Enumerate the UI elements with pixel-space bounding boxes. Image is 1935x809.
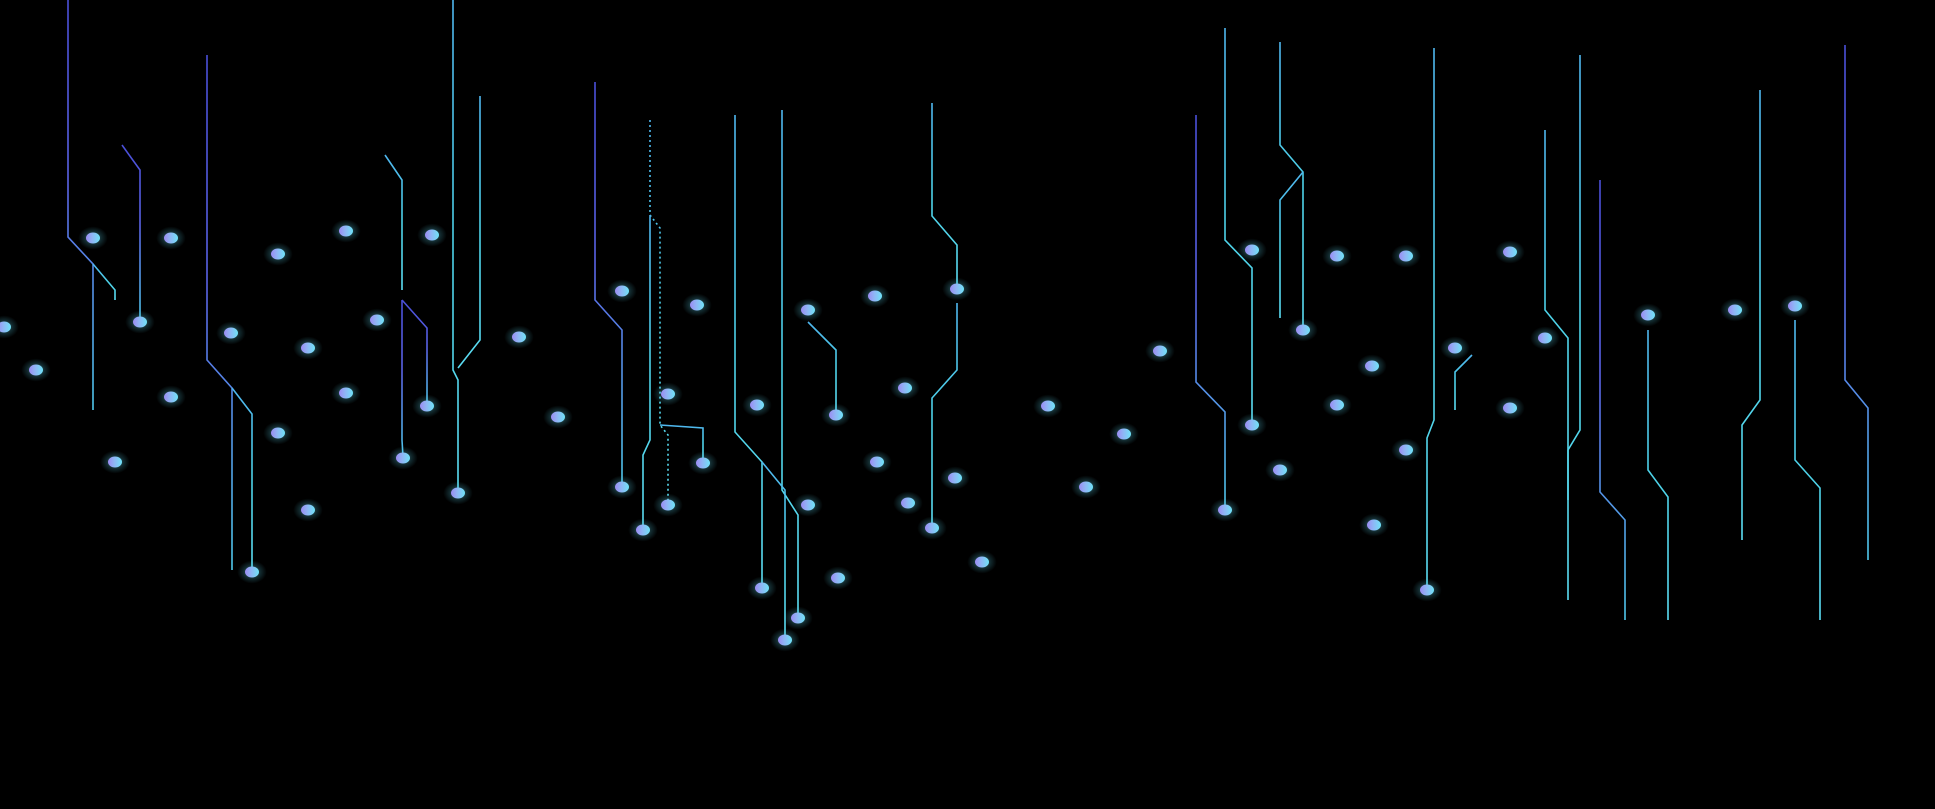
circuit-node-dot xyxy=(164,391,178,403)
circuit-trace xyxy=(206,55,233,570)
circuit-node-dot xyxy=(829,409,843,421)
circuit-node-dot xyxy=(696,457,710,469)
circuit-node-dot xyxy=(791,612,805,624)
circuit-node-dot xyxy=(1041,400,1055,412)
circuit-trace xyxy=(781,110,799,618)
circuit-node-dot xyxy=(901,497,915,509)
circuit-node-dot xyxy=(1503,402,1517,414)
circuit-node-dot xyxy=(451,487,465,499)
circuit-node-dot xyxy=(690,299,704,311)
circuit-node-dot xyxy=(301,342,315,354)
circuit-trace xyxy=(1454,354,1473,410)
circuit-node-dot xyxy=(245,566,259,578)
circuit-trace xyxy=(761,461,786,640)
circuit-trace xyxy=(1279,42,1304,330)
circuit-node-dot xyxy=(271,248,285,260)
circuit-node-dot xyxy=(224,327,238,339)
circuit-trace xyxy=(1794,320,1821,620)
circuit-trace xyxy=(1426,48,1435,590)
circuit-node-dot xyxy=(801,304,815,316)
circuit-node-dot xyxy=(1245,244,1259,256)
circuit-trace xyxy=(1599,180,1626,620)
circuit-node-dot xyxy=(1538,332,1552,344)
circuit-node-dot xyxy=(1503,246,1517,258)
circuit-node-dot xyxy=(755,582,769,594)
circuit-trace xyxy=(92,263,116,300)
circuit-node-dot xyxy=(425,229,439,241)
circuit-node-dot xyxy=(1399,250,1413,262)
circuit-node-dot xyxy=(86,232,100,244)
circuit-trace xyxy=(1741,90,1761,540)
circuit-node-dot xyxy=(0,321,11,333)
circuit-trace xyxy=(1844,45,1869,560)
circuit-node-dot xyxy=(1788,300,1802,312)
circuit-node-dot xyxy=(512,331,526,343)
circuit-node-dot xyxy=(551,411,565,423)
trace-layer xyxy=(3,0,1931,640)
circuit-node-dot xyxy=(801,499,815,511)
circuit-node-dot xyxy=(778,634,792,646)
circuit-node-dot xyxy=(1079,481,1093,493)
circuit-node-dot xyxy=(29,364,43,376)
circuit-node-dot xyxy=(1367,519,1381,531)
circuit-node-dot xyxy=(898,382,912,394)
circuit-node-dot xyxy=(108,456,122,468)
circuit-trace xyxy=(1647,330,1669,620)
circuit-node-dot xyxy=(1273,464,1287,476)
circuit-node-dot xyxy=(420,400,434,412)
circuit-trace xyxy=(1195,115,1226,510)
circuit-trace xyxy=(734,115,763,588)
circuit-node-dot xyxy=(1448,342,1462,354)
circuit-trace xyxy=(1279,171,1304,318)
circuit-trace xyxy=(121,144,141,322)
circuit-trace xyxy=(594,82,623,487)
circuit-node-dot xyxy=(868,290,882,302)
circuit-node-dot xyxy=(1153,345,1167,357)
circuit-trace xyxy=(457,96,481,369)
circuit-node-dot xyxy=(661,388,675,400)
circuit-node-dot xyxy=(750,399,764,411)
circuit-trace xyxy=(231,387,253,572)
circuit-node-dot xyxy=(948,472,962,484)
circuit-node-dot xyxy=(1728,304,1742,316)
circuit-node-dot xyxy=(831,572,845,584)
circuit-node-dot xyxy=(1365,360,1379,372)
circuit-trace xyxy=(931,303,958,528)
circuit-trace xyxy=(452,0,459,493)
circuit-node-dot xyxy=(1245,419,1259,431)
circuit-trace xyxy=(659,424,704,463)
circuit-node-dot xyxy=(870,456,884,468)
circuit-node-dot xyxy=(925,522,939,534)
circuit-node-dot xyxy=(661,499,675,511)
circuit-node-dot xyxy=(1420,584,1434,596)
circuit-node-dot xyxy=(271,427,285,439)
circuit-node-dot xyxy=(301,504,315,516)
circuit-node-dot xyxy=(615,481,629,493)
circuit-node-dot xyxy=(1330,250,1344,262)
circuit-node-dot xyxy=(339,387,353,399)
circuit-node-dot xyxy=(1296,324,1310,336)
circuit-node-dot xyxy=(975,556,989,568)
circuit-node-dot xyxy=(1399,444,1413,456)
circuit-trace xyxy=(1567,55,1581,600)
circuit-node-dot xyxy=(1117,428,1131,440)
circuit-node-dot xyxy=(1218,504,1232,516)
circuit-node-dot xyxy=(370,314,384,326)
circuit-node-dot xyxy=(339,225,353,237)
circuit-node-dot xyxy=(396,452,410,464)
circuit-node-dot xyxy=(1641,309,1655,321)
circuit-trace xyxy=(67,0,94,410)
circuit-node-dot xyxy=(950,283,964,295)
circuit-node-dot xyxy=(164,232,178,244)
circuit-node-dot xyxy=(1330,399,1344,411)
circuit-node-dot xyxy=(133,316,147,328)
circuit-node-dot xyxy=(615,285,629,297)
circuit-node-dot xyxy=(636,524,650,536)
circuit-trace xyxy=(642,215,651,530)
node-dot-layer xyxy=(0,225,1802,646)
circuit-trace xyxy=(401,299,428,406)
